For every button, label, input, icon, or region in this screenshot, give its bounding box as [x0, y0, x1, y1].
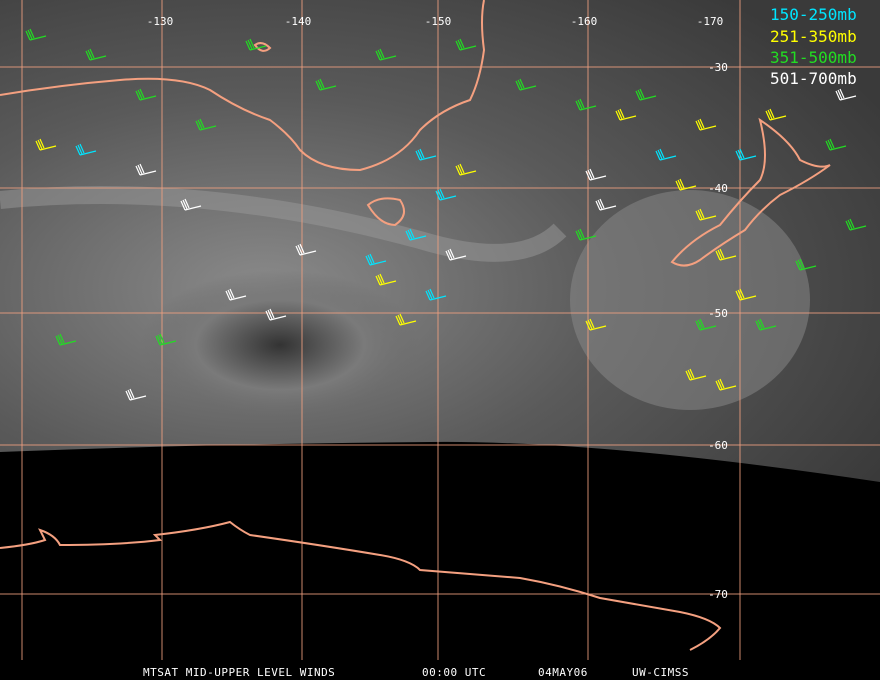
wind-barb	[655, 148, 677, 161]
coastline-antarctica	[0, 520, 722, 651]
wind-barb	[735, 288, 757, 301]
wind-barb	[575, 228, 597, 241]
wind-barb	[375, 48, 397, 61]
wind-barb	[180, 198, 202, 211]
wind-barb	[125, 388, 147, 401]
wind-barb	[795, 258, 817, 271]
latitude-label: -30	[708, 61, 728, 74]
wind-barb	[245, 38, 267, 51]
footer-text: MTSAT MID-UPPER LEVEL WINDS	[143, 666, 335, 679]
wind-barb	[135, 163, 157, 176]
latitude-label: -40	[708, 182, 728, 195]
latitude-label: -60	[708, 439, 728, 452]
coastline-tasmania	[366, 197, 405, 227]
wind-barb	[595, 198, 617, 211]
wind-barb	[75, 143, 97, 156]
graticule	[0, 0, 880, 660]
wind-barb	[295, 243, 317, 256]
wind-barb	[405, 228, 427, 241]
wind-barb	[135, 88, 157, 101]
wind-barb	[585, 318, 607, 331]
wind-barb	[455, 163, 477, 176]
wind-barb	[445, 248, 467, 261]
wind-barb	[425, 288, 447, 301]
footer-text: 00:00 UTC	[422, 666, 486, 679]
coastline-island	[253, 42, 272, 52]
wind-barb	[225, 288, 247, 301]
wind-barb	[455, 38, 477, 51]
wind-barb	[825, 138, 847, 151]
wind-barbs	[25, 28, 867, 401]
coastline-australia	[0, 0, 486, 172]
wind-barb	[375, 273, 397, 286]
wind-barb	[265, 308, 287, 321]
footer-text: UW-CIMSS	[632, 666, 689, 679]
labels: -130 -140 -150 -160 -170 -30 -40 -50 -60 -70 150-2…	[143, 5, 857, 679]
wind-barb	[155, 333, 177, 346]
cloud-band	[0, 186, 567, 262]
wind-barb	[435, 188, 457, 201]
cloud-mass	[570, 190, 810, 410]
wind-barb	[25, 28, 47, 41]
wind-barb	[55, 333, 77, 346]
legend-entry: 150-250mb	[770, 5, 857, 24]
wind-barb	[315, 78, 337, 91]
wind-barb	[695, 118, 717, 131]
legend-entry: 501-700mb	[770, 69, 857, 88]
cloud-swirl	[140, 270, 420, 420]
wind-barb	[765, 108, 787, 121]
longitude-label: -150	[425, 15, 452, 28]
longitude-label: -170	[697, 15, 724, 28]
wind-barb	[835, 88, 857, 101]
wind-barb	[515, 78, 537, 91]
longitude-label: -160	[571, 15, 598, 28]
latitude-label: -50	[708, 307, 728, 320]
wind-barb	[735, 148, 757, 161]
wind-barb	[395, 313, 417, 326]
longitude-label: -140	[285, 15, 312, 28]
footer-text: 04MAY06	[538, 666, 588, 679]
legend-entry: 251-350mb	[770, 27, 857, 46]
wind-barb	[35, 138, 57, 151]
latitude-label: -70	[708, 588, 728, 601]
wind-barb	[845, 218, 867, 231]
wind-barb	[715, 378, 737, 391]
legend-entry: 351-500mb	[770, 48, 857, 67]
wind-barb	[635, 88, 657, 101]
wind-barb	[715, 248, 737, 261]
wind-barb	[755, 318, 777, 331]
wind-barb	[685, 368, 707, 381]
longitude-label: -130	[147, 15, 174, 28]
wind-barb	[85, 48, 107, 61]
wind-barb	[575, 98, 597, 111]
wind-barb	[615, 108, 637, 121]
wind-barb	[365, 253, 387, 266]
wind-barb	[195, 118, 217, 131]
wind-barb	[695, 208, 717, 221]
wind-barb	[585, 168, 607, 181]
wind-barb	[695, 318, 717, 331]
wind-barb	[415, 148, 437, 161]
wind-barb	[675, 178, 697, 191]
